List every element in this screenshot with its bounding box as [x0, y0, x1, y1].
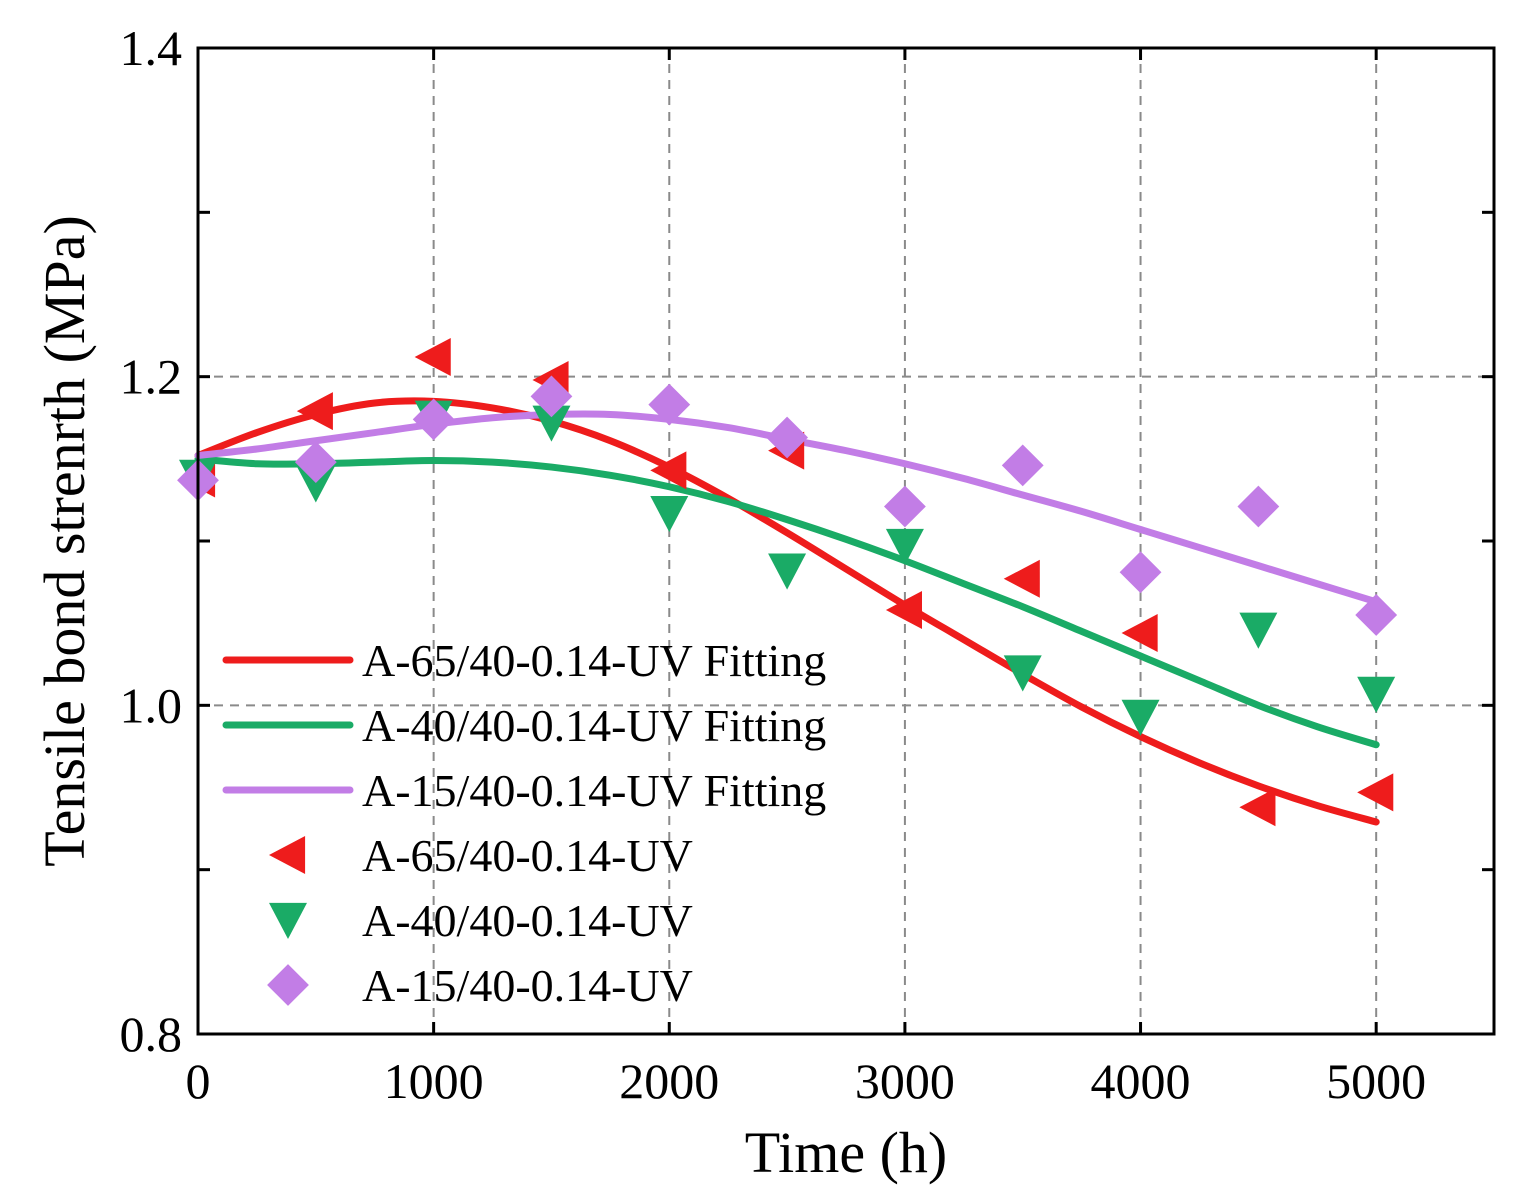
legend-marker-swatch — [269, 902, 307, 939]
x-tick-label: 4000 — [1091, 1053, 1191, 1109]
data-point — [768, 553, 807, 590]
data-point — [648, 383, 691, 426]
data-point — [1001, 444, 1044, 487]
data-point — [294, 441, 337, 484]
data-point — [766, 416, 808, 459]
data-point — [414, 337, 451, 376]
legend-item: A-15/40-0.14-UV Fitting — [222, 765, 826, 816]
y-tick-label: 1.0 — [120, 677, 183, 733]
data-point — [1357, 676, 1396, 713]
data-point — [1121, 699, 1160, 736]
x-tick-label: 1000 — [384, 1053, 484, 1109]
axis-ticks — [196, 46, 1494, 1036]
data-point — [885, 528, 924, 565]
legend-item: A-40/40-0.14-UV Fitting — [222, 700, 826, 751]
x-tick-label: 3000 — [855, 1053, 955, 1109]
legend-label: A-40/40-0.14-UV Fitting — [362, 700, 826, 751]
data-point — [296, 392, 333, 431]
y-tick-label: 1.4 — [120, 20, 183, 76]
data-point — [650, 451, 687, 490]
y-axis-title: Tensile bond strenrth (MPa) — [32, 215, 97, 867]
data-point — [1355, 594, 1398, 636]
data-point — [1357, 773, 1394, 812]
legend-item: A-40/40-0.14-UV — [269, 895, 693, 946]
legend-item: A-15/40-0.14-UV — [267, 960, 693, 1011]
legend-marker-swatch — [269, 836, 306, 874]
data-point — [884, 485, 926, 528]
legend-label: A-15/40-0.14-UV — [362, 960, 693, 1011]
legend-marker-swatch — [267, 964, 309, 1006]
x-axis-title: Time (h) — [745, 1120, 948, 1185]
legend-label: A-65/40-0.14-UV — [362, 830, 693, 881]
data-point — [1121, 614, 1158, 653]
y-tick-labels: 0.8 1.0 1.2 1.4 — [120, 20, 183, 1062]
y-tick-label: 1.2 — [120, 349, 183, 405]
data-point — [1237, 485, 1280, 528]
data-point — [530, 375, 573, 418]
legend-label: A-40/40-0.14-UV — [362, 895, 693, 946]
grid — [198, 48, 1494, 1034]
y-tick-label: 0.8 — [120, 1006, 183, 1062]
data-point — [532, 405, 571, 442]
x-tick-label: 0 — [186, 1053, 211, 1109]
fit-line-1 — [194, 455, 1380, 749]
legend-item: A-65/40-0.14-UV — [269, 830, 693, 881]
legend-item: A-65/40-0.14-UV Fitting — [222, 635, 826, 686]
x-tick-labels: 0 1000 2000 3000 4000 5000 — [186, 1053, 1427, 1109]
data-point — [1003, 559, 1040, 598]
data-point — [1119, 551, 1162, 594]
x-tick-label: 5000 — [1326, 1053, 1426, 1109]
legend-label: A-65/40-0.14-UV Fitting — [362, 635, 826, 686]
data-point — [885, 591, 923, 630]
data-point — [1239, 788, 1276, 827]
data-point — [412, 398, 455, 441]
data-point — [1239, 612, 1278, 649]
fit-line-0 — [194, 397, 1380, 826]
data-point — [1003, 655, 1042, 692]
legend: A-65/40-0.14-UV Fitting A-40/40-0.14-UV F… — [222, 635, 826, 1011]
data-point — [296, 466, 335, 503]
data-point — [650, 495, 689, 533]
legend-label: A-15/40-0.14-UV Fitting — [362, 765, 826, 816]
x-tick-label: 2000 — [619, 1053, 719, 1109]
